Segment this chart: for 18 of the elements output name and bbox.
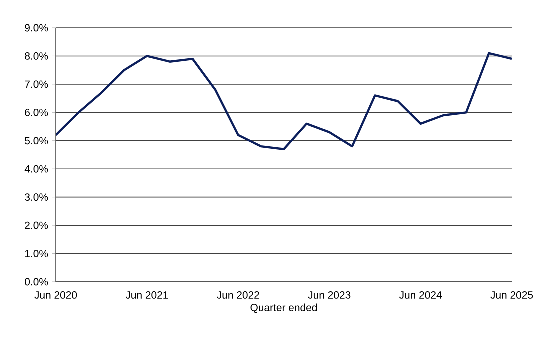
y-tick-label: 9.0% [25, 24, 48, 32]
y-tick-label: 8.0% [25, 52, 48, 60]
y-tick-label: 2.0% [25, 222, 48, 230]
x-tick-label: Jun 2021 [126, 292, 168, 299]
x-tick-label: Jun 2024 [399, 292, 442, 299]
line-series [56, 52, 512, 150]
y-tick-label: 0.0% [25, 278, 48, 286]
y-tick-label: 3.0% [25, 194, 48, 202]
y-tick-label: 1.0% [25, 250, 48, 258]
y-tick-label: 6.0% [25, 108, 48, 116]
x-tick-label: Jun 2023 [308, 292, 351, 299]
y-tick-label: 4.0% [24, 165, 48, 173]
y-tick-label: 7.0% [25, 80, 48, 88]
y-tick-label: 5.0% [25, 137, 48, 145]
x-tick-label: Jun 2020 [34, 292, 78, 299]
x-axis-title: Quarter ended [250, 304, 318, 314]
x-tick-label: Jun 2022 [217, 292, 260, 299]
x-tick-label: Jun 2025 [490, 292, 534, 299]
